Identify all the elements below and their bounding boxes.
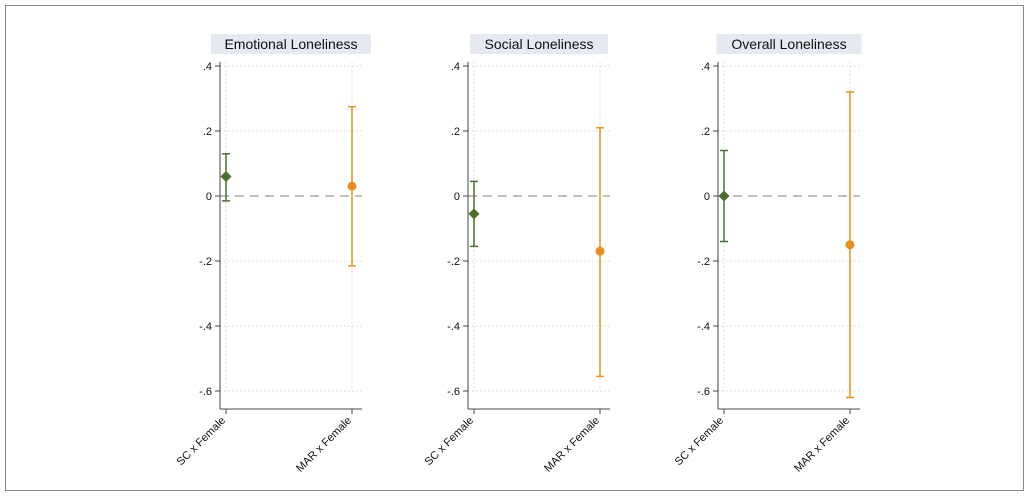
panel-title-background: [716, 34, 862, 54]
estimate-marker-circle: [845, 240, 855, 250]
y-tick-label: 0: [704, 191, 710, 203]
x-tick-label: SC x Female: [175, 415, 228, 468]
chart-panel: Emotional Loneliness .4 .2 0 -.2 -.4 -.6 SC x F…: [175, 34, 371, 475]
figure-frame: Emotional Loneliness .4 .2 0 -.2 -.4 -.6 SC x F…: [5, 5, 1024, 491]
x-tick-label: MAR x Female: [294, 415, 354, 475]
y-tick-label: -.4: [447, 321, 460, 333]
chart-panel: Social Loneliness .4 .2 0 -.2 -.4 -.6 SC x Fema…: [423, 34, 610, 475]
panel-title: Social Loneliness: [485, 36, 594, 52]
estimate-marker-diamond: [468, 208, 480, 220]
estimate-marker-diamond: [220, 171, 232, 182]
x-tick-label: SC x Female: [673, 415, 726, 468]
y-tick-label: -.6: [447, 386, 460, 398]
x-tick-label: SC x Female: [423, 415, 476, 468]
panel-title-background: [470, 34, 608, 54]
y-tick-label: .2: [203, 126, 212, 138]
panel-title: Emotional Loneliness: [224, 36, 357, 52]
panel-title-background: [211, 34, 371, 54]
y-tick-label: -.2: [697, 256, 710, 268]
panel-title: Overall Loneliness: [731, 36, 846, 52]
y-tick-label: .4: [701, 61, 710, 73]
chart-panel: Overall Loneliness .4 .2 0 -.2 -.4 -.6 SC x Fem…: [673, 34, 862, 475]
estimate-marker-circle: [595, 246, 605, 256]
loneliness-coefficient-plots: Emotional Loneliness .4 .2 0 -.2 -.4 -.6 SC x F…: [175, 34, 862, 475]
y-tick-label: -.6: [199, 386, 212, 398]
y-tick-label: .2: [451, 126, 460, 138]
y-tick-label: .4: [451, 61, 460, 73]
x-tick-label: MAR x Female: [542, 415, 602, 475]
y-tick-label: -.4: [199, 321, 212, 333]
estimate-marker-circle: [347, 181, 357, 191]
y-tick-label: .4: [203, 61, 212, 73]
estimate-marker-diamond: [718, 190, 730, 202]
y-tick-label: 0: [454, 191, 460, 203]
x-tick-label: MAR x Female: [792, 415, 852, 475]
y-tick-label: -.4: [697, 321, 710, 333]
y-tick-label: -.6: [697, 386, 710, 398]
y-tick-label: .2: [701, 126, 710, 138]
y-tick-label: 0: [206, 191, 212, 203]
y-tick-label: -.2: [199, 256, 212, 268]
y-tick-label: -.2: [447, 256, 460, 268]
